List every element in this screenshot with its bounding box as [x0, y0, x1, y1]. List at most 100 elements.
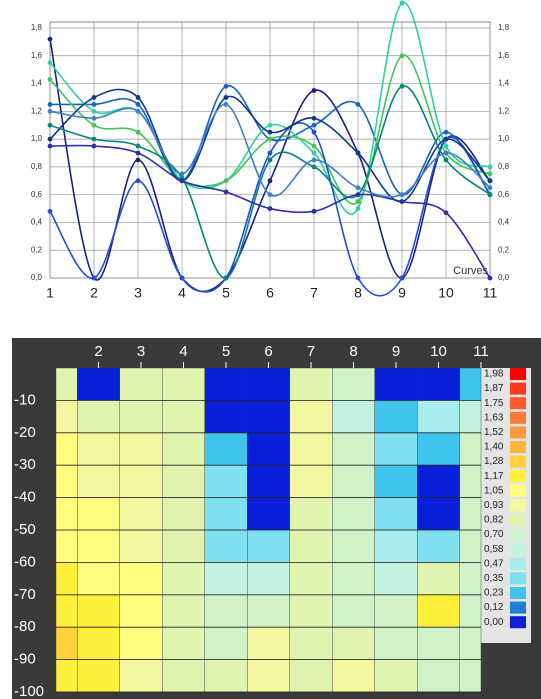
contour-cell	[289, 627, 333, 660]
contour-cell	[55, 400, 78, 433]
contour-cell	[55, 465, 78, 498]
contour-cell	[77, 562, 120, 596]
legend-swatch	[510, 528, 526, 541]
point	[355, 206, 361, 211]
point	[487, 185, 493, 191]
y2-tick-label: 0,0	[498, 273, 510, 282]
contour-cell	[374, 465, 418, 498]
legend-label: 1,98	[484, 369, 504, 380]
contour-cell	[247, 432, 290, 466]
point	[223, 101, 229, 107]
contour-cell	[459, 529, 482, 563]
y2-tick-label: 1,2	[498, 106, 510, 115]
point	[91, 108, 97, 114]
series-line	[49, 103, 491, 198]
contour-cell	[332, 497, 375, 531]
y2-tick-label: 0,2	[498, 245, 510, 254]
point	[179, 171, 185, 177]
contour-cell	[417, 432, 460, 466]
point	[487, 164, 493, 170]
contour-cell	[332, 400, 375, 433]
contour-cell	[374, 367, 418, 401]
legend-swatch	[510, 572, 526, 585]
contour-cell	[289, 529, 333, 563]
point	[223, 95, 229, 100]
contour-cell	[247, 529, 290, 563]
contour-cell	[289, 432, 333, 466]
point	[487, 192, 493, 198]
contour-cell	[459, 497, 482, 531]
contour-cell	[459, 659, 482, 693]
legend-swatch	[510, 441, 526, 453]
y-tick-label: 0,6	[31, 190, 43, 199]
contour-cell	[374, 432, 418, 466]
legend-label: 0,12	[484, 602, 504, 613]
contour-cell	[162, 432, 205, 466]
x-tick-label: 8	[349, 343, 357, 360]
y-tick-label: -10	[14, 391, 36, 408]
legend-swatch	[510, 587, 526, 599]
contour-cell	[332, 627, 375, 660]
contour-cell	[204, 367, 248, 401]
y-tick-label: -20	[14, 424, 36, 441]
point	[443, 150, 449, 156]
y-tick-label: -60	[14, 553, 36, 570]
point	[311, 164, 317, 170]
contour-cell	[77, 465, 120, 498]
y-tick-label: 0,2	[31, 245, 43, 254]
contour-cell	[374, 659, 418, 693]
legend-label: 0,47	[484, 558, 504, 569]
contour-cell	[119, 367, 163, 401]
legend-label: 0,82	[484, 515, 504, 526]
point	[267, 129, 273, 135]
contour-cell	[204, 432, 248, 466]
y-tick-label: 0,0	[31, 273, 43, 282]
point	[355, 192, 361, 198]
contour-cell	[204, 594, 248, 628]
point	[355, 101, 361, 107]
point	[355, 199, 361, 205]
y2-tick-label: 0,8	[498, 162, 510, 171]
contour-cell	[374, 627, 418, 660]
point	[47, 143, 53, 149]
point	[47, 101, 53, 107]
point	[135, 178, 141, 184]
x-tick-label: 3	[134, 285, 142, 301]
point	[91, 101, 97, 107]
point	[135, 95, 141, 100]
contour-cell	[289, 367, 333, 401]
contour-cell	[204, 627, 248, 660]
point	[179, 178, 185, 184]
contour-cell	[119, 465, 163, 498]
contour-cell	[55, 497, 78, 531]
legend-label: 0,23	[484, 588, 504, 599]
point	[399, 0, 405, 6]
series-line	[49, 88, 491, 203]
x-tick-label: 4	[178, 285, 186, 301]
point	[91, 136, 97, 142]
contour-cell	[77, 627, 120, 660]
contour-cell	[119, 562, 163, 596]
contour-cell	[332, 659, 375, 693]
y-tick-label: 1,8	[31, 23, 43, 32]
contour-cell	[162, 594, 205, 628]
legend-swatch	[510, 499, 526, 512]
contour-cell	[55, 594, 78, 628]
legend-swatch	[510, 601, 526, 614]
point	[487, 178, 493, 184]
y2-tick-label: 1,8	[498, 23, 510, 32]
contour-cell	[459, 562, 482, 596]
point	[223, 189, 229, 195]
y-tick-label: -80	[14, 618, 36, 635]
x-tick-label: 11	[473, 343, 489, 360]
contour-cell	[459, 627, 482, 660]
point	[267, 178, 273, 184]
contour-cell	[247, 465, 290, 498]
point	[91, 95, 97, 100]
contour-cell	[417, 659, 460, 693]
point	[399, 53, 405, 59]
x-tick-label: 6	[264, 343, 272, 360]
x-tick-label: 2	[90, 285, 98, 301]
point	[135, 129, 141, 135]
